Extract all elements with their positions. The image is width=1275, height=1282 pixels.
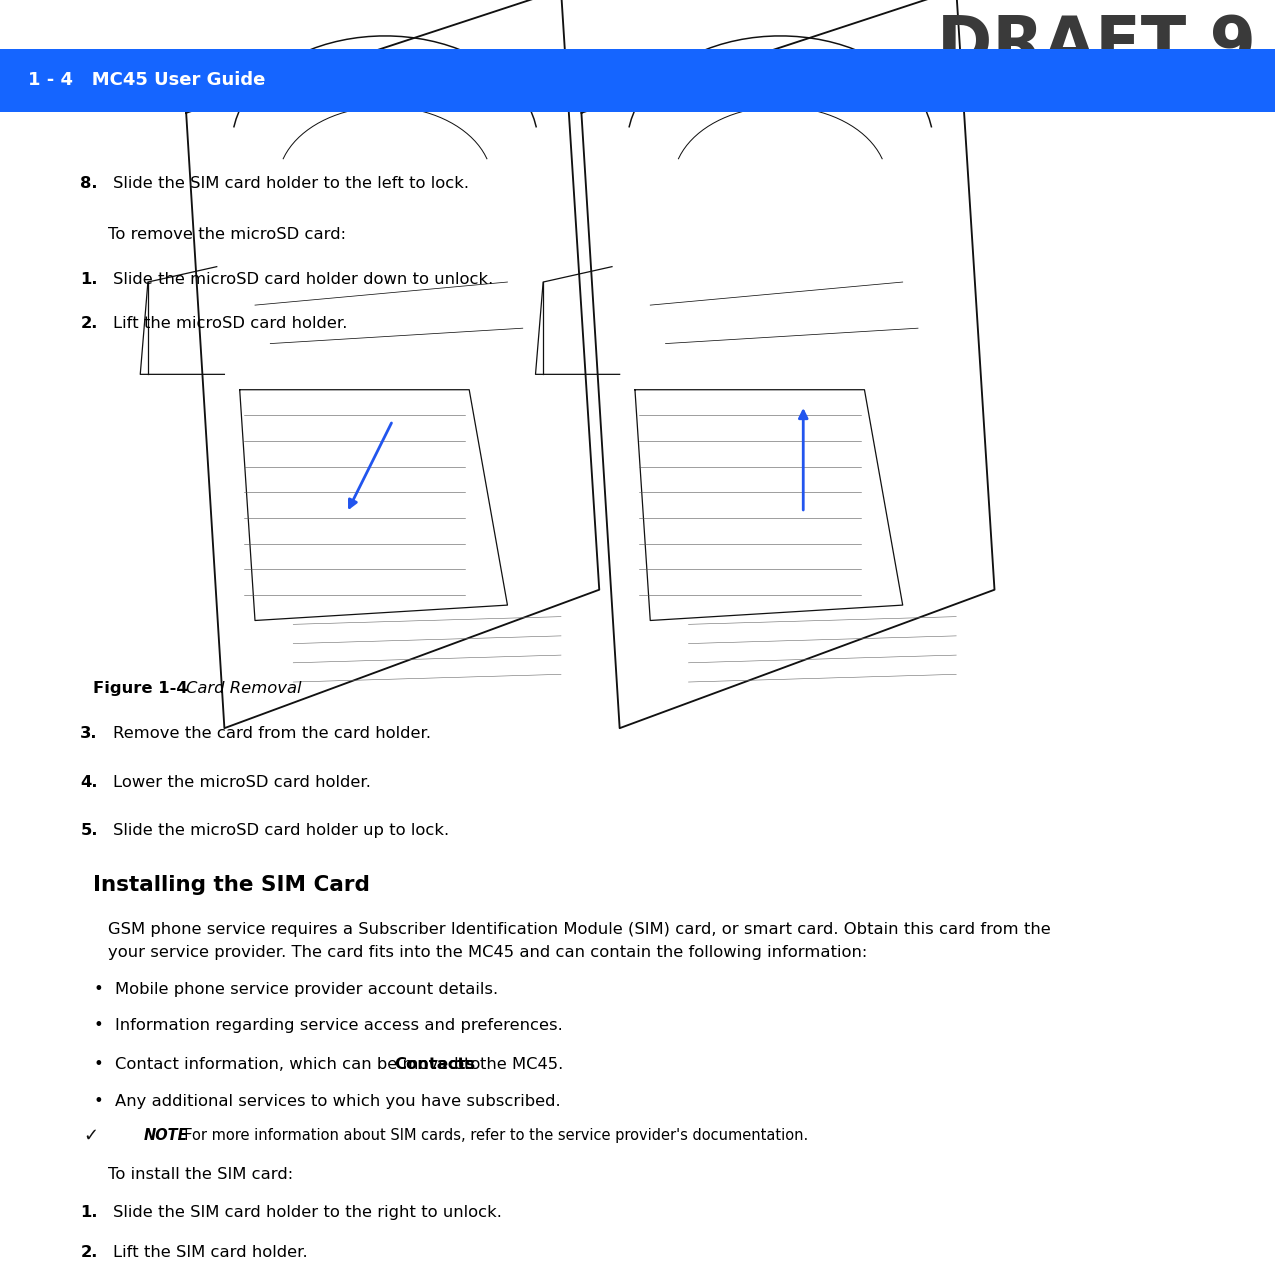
Text: DRAFT 9: DRAFT 9 xyxy=(937,13,1256,78)
Text: Slide the SIM card holder to the left to lock.: Slide the SIM card holder to the left to… xyxy=(113,176,469,191)
Text: •: • xyxy=(93,982,103,997)
Text: 8.: 8. xyxy=(80,176,98,191)
Text: 2.: 2. xyxy=(80,1245,98,1260)
Text: Any additional services to which you have subscribed.: Any additional services to which you hav… xyxy=(115,1094,561,1109)
Text: Mobile phone service provider account details.: Mobile phone service provider account de… xyxy=(115,982,497,997)
Text: 1.: 1. xyxy=(80,1205,98,1220)
Text: Contact information, which can be moved to: Contact information, which can be moved … xyxy=(115,1056,486,1072)
Text: Lower the microSD card holder.: Lower the microSD card holder. xyxy=(113,774,371,790)
Text: Remove the card from the card holder.: Remove the card from the card holder. xyxy=(113,726,431,741)
Text: 4.: 4. xyxy=(80,774,98,790)
Text: 2.: 2. xyxy=(80,315,98,331)
Text: ✓: ✓ xyxy=(83,1127,98,1145)
Text: To remove the microSD card:: To remove the microSD card: xyxy=(108,227,347,242)
Text: 1 - 4   MC45 User Guide: 1 - 4 MC45 User Guide xyxy=(28,71,265,90)
Text: Slide the microSD card holder up to lock.: Slide the microSD card holder up to lock… xyxy=(113,823,450,838)
Text: •: • xyxy=(93,1018,103,1033)
Text: GSM phone service requires a Subscriber Identification Module (SIM) card, or sma: GSM phone service requires a Subscriber … xyxy=(108,922,1051,937)
Text: 1.: 1. xyxy=(80,272,98,287)
Text: Figure 1-4: Figure 1-4 xyxy=(93,681,187,696)
Text: on the MC45.: on the MC45. xyxy=(449,1056,564,1072)
FancyBboxPatch shape xyxy=(0,49,1275,112)
Text: NOTE: NOTE xyxy=(144,1128,189,1144)
Text: Lift the microSD card holder.: Lift the microSD card holder. xyxy=(113,315,348,331)
Text: Card Removal: Card Removal xyxy=(166,681,302,696)
Text: Slide the SIM card holder to the right to unlock.: Slide the SIM card holder to the right t… xyxy=(113,1205,502,1220)
Text: Contacts: Contacts xyxy=(394,1056,476,1072)
Text: Information regarding service access and preferences.: Information regarding service access and… xyxy=(115,1018,562,1033)
Text: •: • xyxy=(93,1056,103,1072)
Text: 3.: 3. xyxy=(80,726,98,741)
Text: 5.: 5. xyxy=(80,823,98,838)
Text: For more information about SIM cards, refer to the service provider's documentat: For more information about SIM cards, re… xyxy=(176,1128,808,1144)
Text: your service provider. The card fits into the MC45 and can contain the following: your service provider. The card fits int… xyxy=(108,945,867,960)
Text: •: • xyxy=(93,1094,103,1109)
Text: Slide the microSD card holder down to unlock.: Slide the microSD card holder down to un… xyxy=(113,272,493,287)
Text: Installing the SIM Card: Installing the SIM Card xyxy=(93,874,370,895)
Text: To install the SIM card:: To install the SIM card: xyxy=(108,1167,293,1182)
Text: Lift the SIM card holder.: Lift the SIM card holder. xyxy=(113,1245,309,1260)
